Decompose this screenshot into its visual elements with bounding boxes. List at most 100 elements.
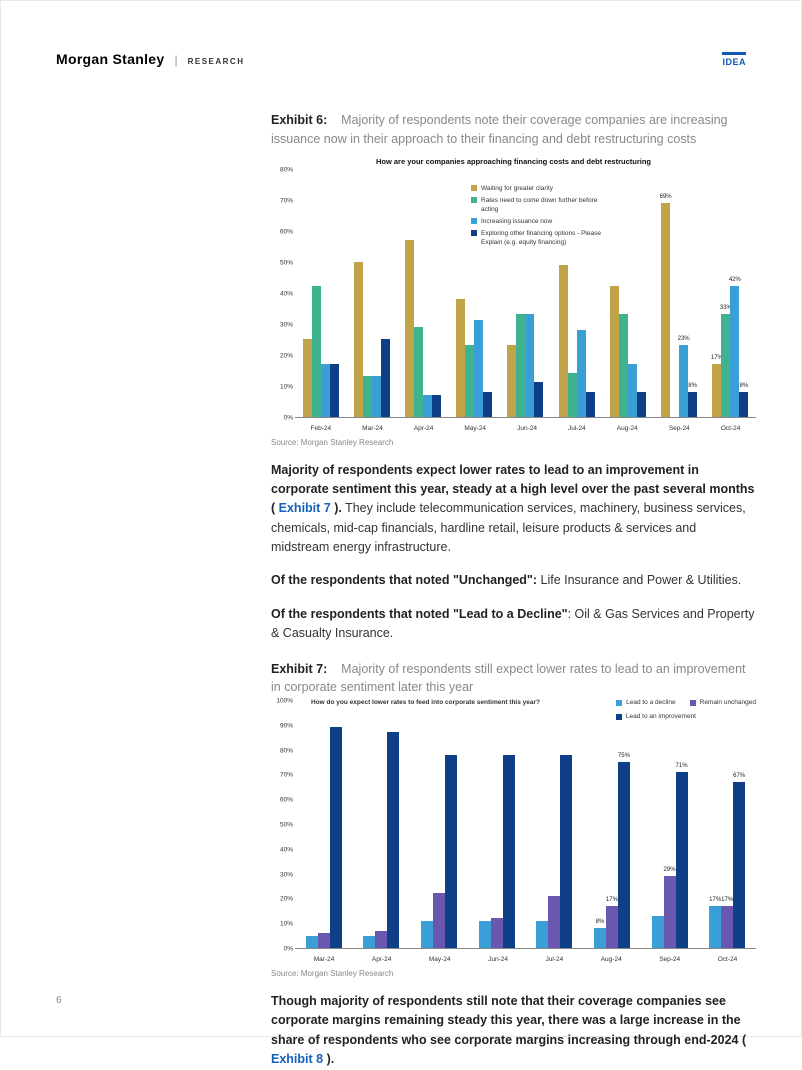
x-tick-label: Sep-24 — [659, 956, 680, 963]
bar-group — [479, 755, 515, 948]
idea-badge: IDEA — [722, 52, 746, 67]
y-tick: 20% — [280, 352, 293, 359]
bar-value-label: 17% — [709, 897, 721, 903]
exhibit7-label: Exhibit 7: — [271, 662, 327, 676]
bar-group — [354, 262, 390, 417]
bar — [414, 327, 423, 417]
exhibit7-heading: Exhibit 7: Majority of respondents still… — [271, 660, 756, 698]
x-tick-label: Oct-24 — [718, 956, 738, 963]
chart1-x-axis: Feb-24Mar-24Apr-24May-24Jun-24Jul-24Aug-… — [295, 425, 756, 432]
bar: 71% — [676, 772, 688, 948]
x-tick-label: Oct-24 — [721, 425, 741, 432]
chart2-plot: 8%17%75%29%71%17%17%67% — [295, 701, 756, 949]
para2-bold: Of the respondents that noted "Unchanged… — [271, 573, 537, 587]
x-tick-label: Sep-24 — [669, 425, 690, 432]
legend-swatch — [471, 185, 477, 191]
paragraph-2: Of the respondents that noted "Unchanged… — [271, 571, 756, 590]
bar — [321, 364, 330, 417]
legend-item: Rates need to come down further before a… — [471, 196, 611, 214]
y-tick: 50% — [280, 259, 293, 266]
paragraph-3: Of the respondents that noted "Lead to a… — [271, 605, 756, 644]
y-tick: 60% — [280, 797, 293, 804]
bar — [381, 339, 390, 417]
exhibit7-source: Source: Morgan Stanley Research — [271, 969, 756, 978]
legend-item: Increasing issuance now — [471, 217, 611, 226]
legend-label: Exploring other financing options - Plea… — [481, 229, 611, 247]
chart2-legend-top: Lead to a declineRemain unchanged — [616, 699, 756, 706]
bar — [479, 921, 491, 948]
bar — [507, 345, 516, 416]
page-number: 6 — [56, 995, 62, 1006]
bar-group — [610, 286, 646, 416]
x-tick-label: Apr-24 — [414, 425, 434, 432]
x-tick-label: Jul-24 — [545, 956, 563, 963]
y-tick: 30% — [280, 871, 293, 878]
bar-value-label: 67% — [733, 773, 745, 779]
y-tick: 40% — [280, 846, 293, 853]
bar — [303, 339, 312, 417]
legend-item: Lead to a decline — [616, 699, 676, 706]
x-tick-label: May-24 — [429, 956, 451, 963]
bar — [534, 382, 543, 416]
bar — [503, 755, 515, 948]
bar: 8% — [594, 928, 606, 948]
exhibit6-label: Exhibit 6: — [271, 113, 327, 127]
y-tick: 30% — [280, 321, 293, 328]
bar-group — [421, 755, 457, 948]
para4-bold-close: ). — [323, 1052, 334, 1066]
bar: 17% — [709, 906, 721, 948]
chart2-title: How do you expect lower rates to feed in… — [311, 699, 540, 706]
x-tick-label: Aug-24 — [601, 956, 622, 963]
exhibit6-heading: Exhibit 6: Majority of respondents note … — [271, 111, 756, 149]
chart1-legend: Waiting for greater clarity Rates need to… — [471, 184, 611, 251]
bar: 33% — [721, 314, 730, 416]
bar — [619, 314, 628, 416]
legend-item: Waiting for greater clarity — [471, 184, 611, 193]
bar — [525, 314, 534, 416]
bar-value-label: 71% — [676, 763, 688, 769]
bar — [559, 265, 568, 417]
legend-label: Increasing issuance now — [481, 217, 552, 226]
bar-value-label: 8% — [740, 383, 749, 389]
y-tick: 70% — [280, 772, 293, 779]
bar: 17% — [721, 906, 733, 948]
bar-group: 29%71% — [652, 772, 688, 948]
bar — [330, 364, 339, 417]
legend-label: Lead to an improvement — [626, 713, 696, 720]
bar — [312, 286, 321, 416]
bar: 23% — [679, 345, 688, 416]
brand-separator: | — [174, 53, 177, 67]
bar — [652, 916, 664, 948]
y-tick: 10% — [280, 383, 293, 390]
chart2-legend-row2: Lead to an improvement — [616, 713, 696, 720]
bar-group: 17%33%42%8% — [712, 286, 748, 416]
bar — [432, 395, 441, 417]
bar — [354, 262, 363, 417]
legend-swatch — [471, 197, 477, 203]
para2-rest: Life Insurance and Power & Utilities. — [537, 573, 741, 587]
brand-block: Morgan Stanley | RESEARCH — [56, 51, 244, 67]
bar-group — [456, 299, 492, 417]
legend-swatch — [616, 700, 622, 706]
bar-group — [306, 727, 342, 948]
exhibit7-link[interactable]: Exhibit 7 — [279, 501, 331, 515]
bar — [483, 392, 492, 417]
bar-value-label: 8% — [596, 919, 605, 925]
exhibit8-link[interactable]: Exhibit 8 — [271, 1052, 323, 1066]
bar — [568, 373, 577, 416]
bar — [560, 755, 572, 948]
bar-value-label: 29% — [664, 867, 676, 873]
chart2-y-axis: 0%10%20%30%40%50%60%70%80%90%100% — [271, 701, 295, 949]
para1-bold-close: ). — [331, 501, 342, 515]
bar — [577, 330, 586, 417]
x-tick-label: Jul-24 — [568, 425, 586, 432]
para1-rest: They include telecommunication services,… — [271, 501, 746, 554]
bar-value-label: 69% — [660, 194, 672, 200]
bar: 17% — [606, 906, 618, 948]
brand-sub: RESEARCH — [188, 57, 245, 66]
bar-group: 17%17%67% — [709, 782, 745, 948]
bar: 8% — [739, 392, 748, 417]
x-tick-label: Aug-24 — [617, 425, 638, 432]
legend-label: Rates need to come down further before a… — [481, 196, 611, 214]
exhibit7-caption: Majority of respondents still expect low… — [271, 662, 746, 695]
